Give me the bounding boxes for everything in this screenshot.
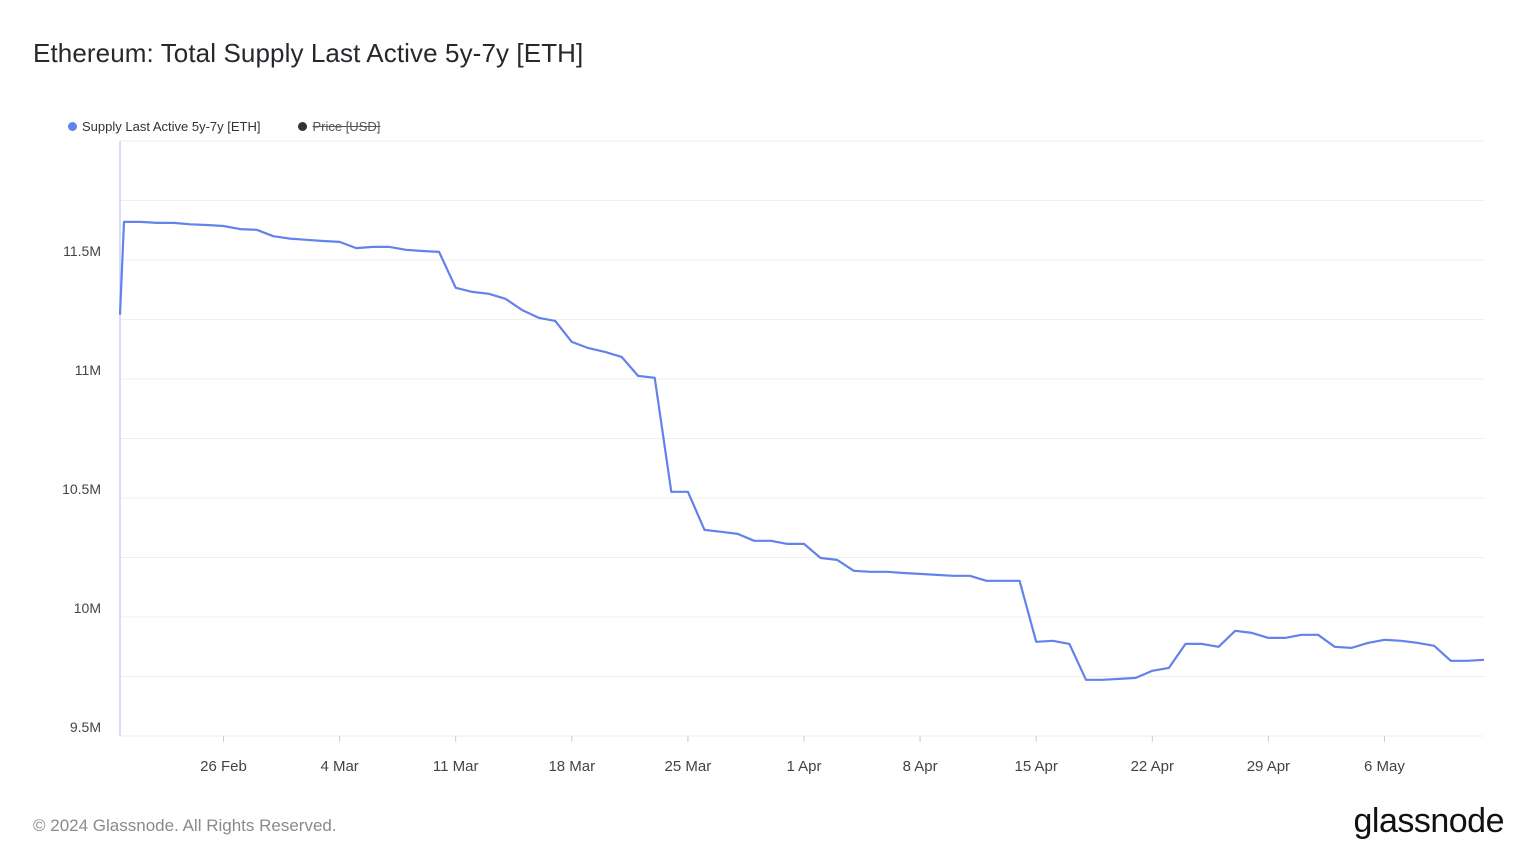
x-tick-label: 18 Mar — [548, 758, 595, 775]
y-tick-label: 10.5M — [62, 481, 101, 497]
x-tick-label: 26 Feb — [200, 758, 247, 775]
x-tick-label: 11 Mar — [433, 758, 479, 775]
y-tick-label: 9.5M — [70, 719, 101, 735]
copyright: © 2024 Glassnode. All Rights Reserved. — [33, 816, 337, 835]
x-tick-label: 22 Apr — [1131, 758, 1174, 775]
legend-label: Price [USD] — [312, 119, 381, 134]
legend-item-price[interactable]: Price [USD] — [298, 119, 380, 134]
legend-label: Supply Last Active 5y-7y [ETH] — [82, 119, 261, 134]
x-tick-label: 1 Apr — [786, 758, 821, 775]
glassnode-logo: glassnode — [1353, 802, 1504, 840]
x-tick-label: 29 Apr — [1247, 758, 1290, 775]
series-line-supply — [118, 220, 1485, 681]
chart-title: Ethereum: Total Supply Last Active 5y-7y… — [33, 38, 584, 68]
legend: Supply Last Active 5y-7y [ETH] Price [US… — [68, 119, 380, 134]
x-tick-label: 25 Mar — [665, 758, 712, 775]
x-tick-label: 8 Apr — [903, 758, 938, 775]
legend-item-supply[interactable]: Supply Last Active 5y-7y [ETH] — [68, 119, 260, 134]
x-tick-label: 4 Mar — [320, 758, 358, 775]
legend-dot-icon — [68, 122, 77, 131]
y-tick-label: 11M — [75, 362, 101, 378]
x-tick-label: 15 Apr — [1015, 758, 1058, 775]
legend-dot-icon — [298, 122, 308, 131]
y-tick-label: 10M — [74, 600, 101, 616]
y-tick-label: 11.5M — [63, 243, 101, 259]
x-tick-label: 6 May — [1364, 758, 1405, 775]
